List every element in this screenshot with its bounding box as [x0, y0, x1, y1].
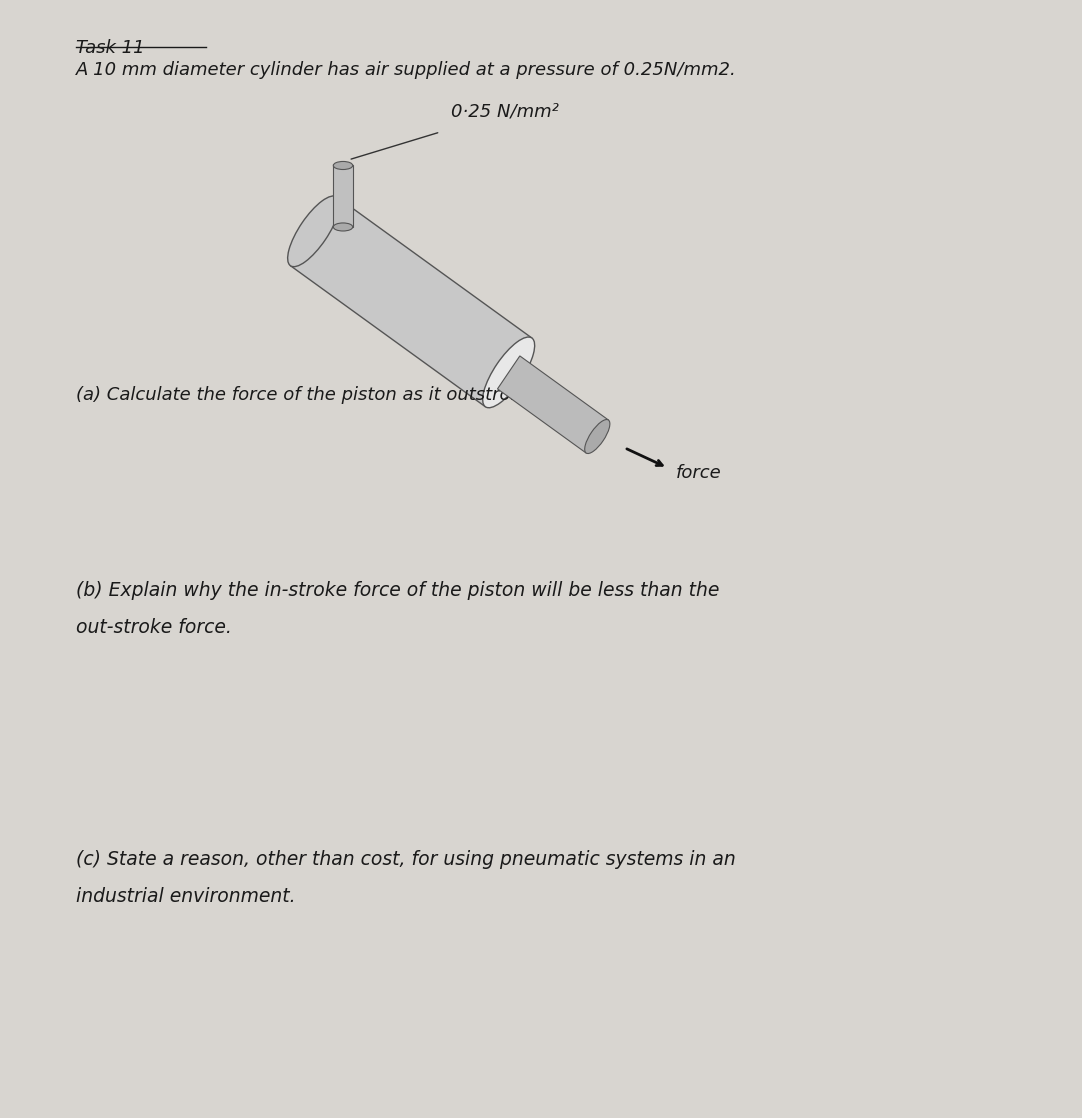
- Ellipse shape: [483, 337, 535, 408]
- Text: A 10 mm diameter cylinder has air supplied at a pressure of 0.25N/mm2.: A 10 mm diameter cylinder has air suppli…: [76, 61, 737, 79]
- Ellipse shape: [288, 196, 340, 267]
- Text: (c) State a reason, other than cost, for using pneumatic systems in an: (c) State a reason, other than cost, for…: [76, 850, 736, 869]
- Text: out-stroke force.: out-stroke force.: [76, 618, 232, 637]
- Ellipse shape: [333, 161, 353, 170]
- Polygon shape: [290, 197, 532, 407]
- Polygon shape: [498, 356, 608, 453]
- Text: (b) Explain why the in-stroke force of the piston will be less than the: (b) Explain why the in-stroke force of t…: [76, 581, 720, 600]
- Text: 0·25 N/mm²: 0·25 N/mm²: [451, 103, 559, 121]
- Ellipse shape: [584, 419, 610, 454]
- Text: (a) Calculate the force of the piston as it outstrokes.: (a) Calculate the force of the piston as…: [76, 386, 546, 404]
- Polygon shape: [333, 165, 353, 227]
- Ellipse shape: [333, 222, 353, 231]
- Text: Task 11: Task 11: [76, 39, 144, 57]
- Text: force: force: [676, 464, 722, 483]
- Text: industrial environment.: industrial environment.: [76, 887, 295, 906]
